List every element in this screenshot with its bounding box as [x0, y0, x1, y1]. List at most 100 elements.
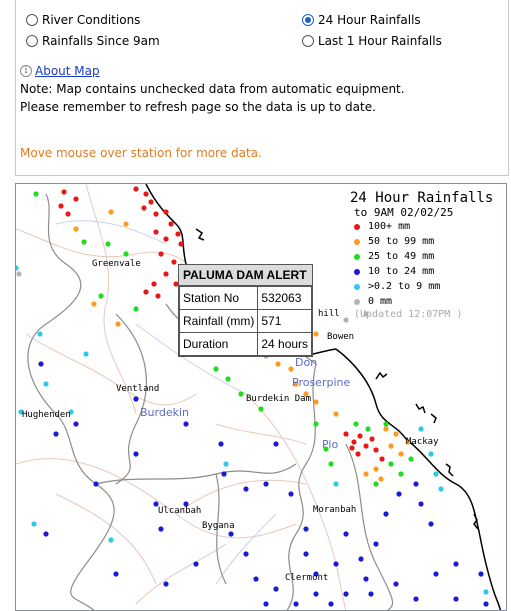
station-marker[interactable] — [396, 491, 402, 497]
station-marker[interactable] — [141, 205, 147, 211]
station-marker[interactable] — [43, 381, 49, 387]
station-marker[interactable] — [16, 271, 22, 277]
station-marker[interactable] — [123, 221, 129, 227]
station-marker[interactable] — [358, 556, 364, 562]
station-marker[interactable] — [343, 591, 349, 597]
station-marker[interactable] — [379, 456, 385, 462]
station-marker[interactable] — [163, 581, 169, 587]
station-marker[interactable] — [91, 301, 97, 307]
station-marker[interactable] — [288, 366, 294, 372]
station-marker[interactable] — [183, 501, 189, 507]
station-marker[interactable] — [175, 231, 181, 237]
station-marker[interactable] — [65, 211, 71, 217]
station-marker[interactable] — [313, 399, 319, 405]
radio-last-1-hour-rainfalls[interactable]: Last 1 Hour Rainfalls — [302, 34, 442, 48]
station-marker[interactable] — [143, 191, 149, 197]
station-marker[interactable] — [288, 491, 294, 497]
station-marker[interactable] — [378, 476, 384, 482]
station-marker[interactable] — [373, 466, 379, 472]
station-marker[interactable] — [293, 601, 299, 607]
station-marker[interactable] — [153, 229, 159, 235]
station-marker[interactable] — [263, 601, 269, 607]
station-marker[interactable] — [275, 361, 281, 367]
station-marker[interactable] — [373, 541, 379, 547]
station-marker[interactable] — [151, 281, 157, 287]
station-marker[interactable] — [153, 211, 159, 217]
station-marker[interactable] — [343, 531, 349, 537]
station-marker[interactable] — [153, 501, 159, 507]
station-marker[interactable] — [383, 511, 389, 517]
station-marker[interactable] — [343, 431, 349, 437]
station-marker[interactable] — [73, 421, 79, 427]
station-marker[interactable] — [405, 439, 411, 445]
station-marker[interactable] — [388, 461, 394, 467]
station-marker[interactable] — [243, 486, 249, 492]
station-marker[interactable] — [173, 281, 179, 287]
station-marker[interactable] — [393, 431, 399, 437]
station-marker[interactable] — [58, 203, 64, 209]
station-marker[interactable] — [16, 265, 19, 271]
station-marker[interactable] — [328, 601, 334, 607]
station-marker[interactable] — [453, 561, 459, 567]
station-marker[interactable] — [155, 293, 161, 299]
station-marker[interactable] — [53, 431, 59, 437]
station-marker[interactable] — [333, 481, 339, 487]
station-marker[interactable] — [158, 526, 164, 532]
radio-rainfalls-since-9am[interactable]: Rainfalls Since 9am — [26, 34, 160, 48]
station-marker[interactable] — [193, 561, 199, 567]
station-marker[interactable] — [398, 471, 404, 477]
station-marker[interactable] — [168, 221, 174, 227]
station-marker[interactable] — [368, 591, 374, 597]
station-marker[interactable] — [313, 591, 319, 597]
station-marker[interactable] — [413, 596, 419, 602]
station-marker[interactable] — [163, 271, 169, 277]
station-marker[interactable] — [353, 421, 359, 427]
station-marker[interactable] — [98, 293, 104, 299]
station-marker[interactable] — [333, 411, 339, 417]
station-marker[interactable] — [43, 531, 49, 537]
station-marker[interactable] — [363, 576, 369, 582]
about-map-link[interactable]: About Map — [35, 64, 100, 78]
station-marker[interactable] — [263, 481, 269, 487]
station-marker[interactable] — [303, 551, 309, 557]
station-marker[interactable] — [38, 361, 44, 367]
station-marker[interactable] — [388, 443, 394, 449]
station-marker[interactable] — [373, 481, 379, 487]
station-marker[interactable] — [383, 426, 389, 432]
station-marker[interactable] — [478, 571, 484, 577]
station-marker[interactable] — [253, 576, 259, 582]
station-marker[interactable] — [238, 391, 244, 397]
station-marker[interactable] — [313, 571, 319, 577]
station-marker[interactable] — [418, 426, 424, 432]
station-marker[interactable] — [313, 331, 319, 337]
station-marker[interactable] — [33, 191, 39, 197]
station-marker[interactable] — [143, 289, 149, 295]
station-marker[interactable] — [273, 586, 279, 592]
station-marker[interactable] — [108, 537, 114, 543]
station-marker[interactable] — [133, 396, 139, 402]
station-marker[interactable] — [221, 471, 227, 477]
station-marker[interactable] — [303, 391, 309, 397]
station-marker[interactable] — [178, 241, 184, 247]
station-marker[interactable] — [369, 436, 375, 442]
station-marker[interactable] — [218, 441, 224, 447]
station-marker[interactable] — [333, 561, 339, 567]
station-marker[interactable] — [428, 451, 434, 457]
station-marker[interactable] — [303, 526, 309, 532]
station-marker[interactable] — [408, 456, 414, 462]
station-marker[interactable] — [433, 471, 439, 477]
radio-button[interactable] — [26, 14, 38, 26]
station-marker[interactable] — [37, 331, 43, 337]
station-marker[interactable] — [349, 445, 355, 451]
station-marker[interactable] — [148, 199, 154, 205]
station-marker[interactable] — [163, 236, 169, 242]
radio-button[interactable] — [26, 35, 38, 47]
station-marker[interactable] — [428, 521, 434, 527]
station-marker[interactable] — [363, 443, 369, 449]
station-marker[interactable] — [393, 581, 399, 587]
station-marker[interactable] — [171, 259, 177, 265]
station-marker[interactable] — [158, 251, 164, 257]
station-marker[interactable] — [225, 376, 231, 382]
station-marker[interactable] — [73, 226, 79, 232]
radio-24-hour-rainfalls[interactable]: 24 Hour Rainfalls — [302, 13, 421, 27]
